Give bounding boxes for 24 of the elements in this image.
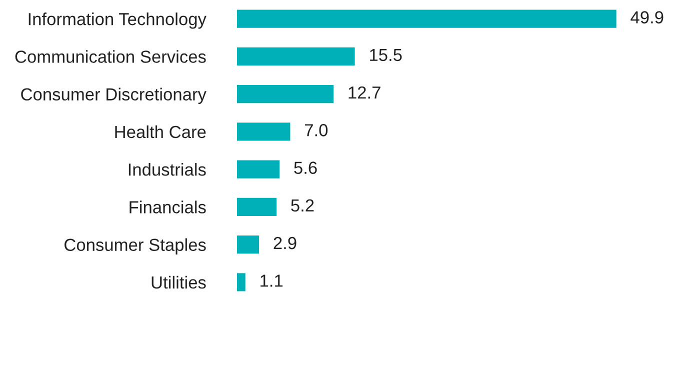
y-tick-label: Industrials — [128, 163, 206, 176]
y-tick-label: Consumer Staples — [64, 238, 206, 254]
data-label: 15.5 — [370, 48, 402, 62]
y-tick-label: Utilities — [152, 276, 206, 289]
y-tick-label: Consumer Discretionary — [21, 88, 206, 104]
data-label: 5.2 — [291, 199, 314, 212]
bar — [237, 47, 355, 66]
y-tick-label: Communication Services — [15, 50, 206, 63]
data-label: 2.9 — [274, 236, 296, 250]
bar — [237, 122, 290, 141]
bar — [237, 160, 280, 178]
data-label: 12.7 — [348, 86, 380, 99]
data-label: 1.1 — [260, 274, 283, 287]
y-tick-label: Health Care — [115, 125, 206, 138]
data-label: 7.0 — [304, 124, 328, 136]
bar — [237, 236, 260, 254]
bar — [237, 85, 334, 104]
data-label: 49.9 — [630, 11, 664, 24]
y-tick-label: Information Technology — [28, 12, 206, 29]
bar — [237, 273, 246, 292]
y-tick-label: Financials — [130, 200, 206, 214]
bar — [237, 10, 616, 28]
data-label: 5.6 — [294, 162, 317, 174]
bar — [237, 198, 277, 216]
